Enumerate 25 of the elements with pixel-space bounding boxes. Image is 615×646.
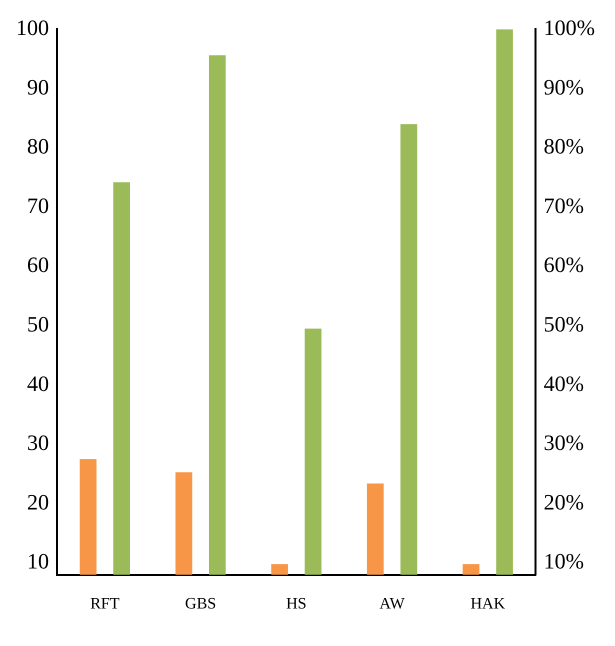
x-tick-label: RFT xyxy=(90,596,120,613)
y2-tick-label: 70% xyxy=(544,192,584,218)
y-tick-label: 40 xyxy=(27,370,49,396)
y-tick-label: 80 xyxy=(27,134,49,159)
y-tick-label: 90 xyxy=(27,74,49,100)
y-tick-label: 10 xyxy=(27,548,49,574)
y2-tick-label: 100% xyxy=(544,14,595,40)
y2-tick-label: 20% xyxy=(544,489,584,514)
y2-tick-label: 40% xyxy=(544,370,584,396)
y2-tick-label: 30% xyxy=(544,430,584,456)
y-tick-label: 20 xyxy=(27,489,49,514)
y2-tick-label: 50% xyxy=(544,312,584,337)
y-tick-label: 60 xyxy=(27,252,49,278)
y-tick-label: 30 xyxy=(27,430,49,456)
y-tick-label: 70 xyxy=(27,192,49,218)
x-tick-label: HAK xyxy=(470,596,506,613)
x-tick-label: GBS xyxy=(185,596,216,613)
x-tick-label: HS xyxy=(286,596,307,613)
x-tick-label: AW xyxy=(379,596,406,613)
y-tick-label: 50 xyxy=(27,312,49,337)
y2-tick-label: 80% xyxy=(544,134,584,159)
y-tick-label: 100 xyxy=(16,14,49,40)
y2-tick-label: 60% xyxy=(544,252,584,278)
y2-tick-label: 10% xyxy=(544,548,584,574)
y2-tick-label: 90% xyxy=(544,74,584,100)
